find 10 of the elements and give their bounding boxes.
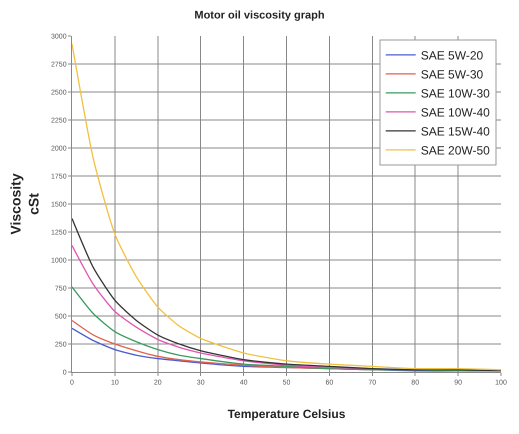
chart-title: Motor oil viscosity graph (194, 10, 325, 22)
line-series (72, 244, 373, 370)
x-axis-title: Temperature Celsius (228, 407, 346, 421)
legend-label: SAE 5W-20 (420, 48, 484, 63)
legend-label: SAE 15W-40 (420, 124, 490, 139)
legend-label: SAE 10W-30 (420, 86, 490, 101)
legend-label: SAE 10W-40 (420, 106, 490, 120)
legend-label: SAE 20W-50 (420, 144, 490, 158)
y-axis-title: Viscosity cSt (7, 173, 42, 235)
legend-label: SAE 5W-30 (420, 68, 484, 82)
